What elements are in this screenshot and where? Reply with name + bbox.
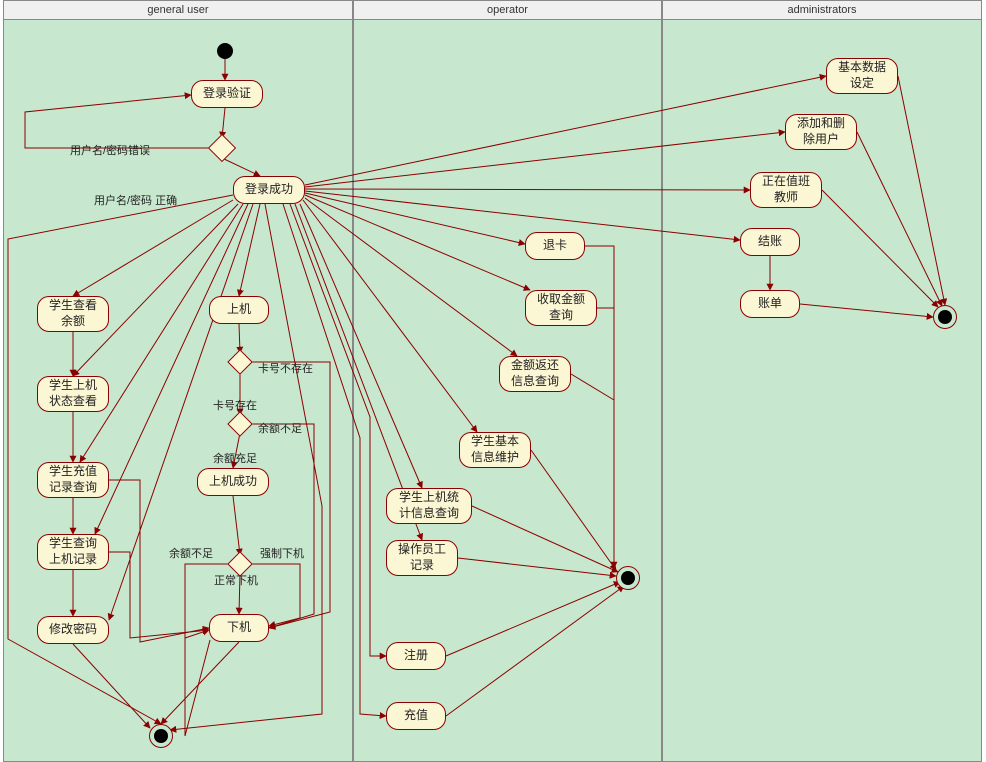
- activity-node: 基本数据设定: [826, 58, 898, 94]
- activity-node: 学生上机状态查看: [37, 376, 109, 412]
- activity-diagram: http://blog.csdn.net/ general useroperat…: [0, 0, 986, 762]
- final-node: [616, 566, 640, 590]
- edge-label: 卡号存在: [213, 397, 257, 413]
- activity-node: 正在值班教师: [750, 172, 822, 208]
- lane-header-lane2: operator: [353, 0, 662, 20]
- activity-node: 注册: [386, 642, 446, 670]
- edge-label: 卡号不存在: [258, 360, 313, 376]
- final-node: [149, 724, 173, 748]
- activity-node: 账单: [740, 290, 800, 318]
- lane-header-lane1: general user: [3, 0, 353, 20]
- activity-node: 学生查看余额: [37, 296, 109, 332]
- lane-header-lane3: administrators: [662, 0, 982, 20]
- edge-label: 用户名/密码 正确: [94, 192, 177, 208]
- edge-label: 用户名/密码错误: [70, 142, 150, 158]
- edge-label: 余额充足: [213, 450, 257, 466]
- activity-node: 上机: [209, 296, 269, 324]
- activity-node: 学生充值记录查询: [37, 462, 109, 498]
- activity-node: 结账: [740, 228, 800, 256]
- activity-node: 退卡: [525, 232, 585, 260]
- activity-node: 学生查询上机记录: [37, 534, 109, 570]
- edge-label: 强制下机: [260, 545, 304, 561]
- edge-label: 余额不足: [258, 420, 302, 436]
- activity-node: 收取金额查询: [525, 290, 597, 326]
- activity-node: 学生上机统计信息查询: [386, 488, 472, 524]
- activity-node: 修改密码: [37, 616, 109, 644]
- activity-node: 金额返还信息查询: [499, 356, 571, 392]
- activity-node: 登录验证: [191, 80, 263, 108]
- activity-node: 充值: [386, 702, 446, 730]
- activity-node: 添加和删除用户: [785, 114, 857, 150]
- activity-node: 操作员工记录: [386, 540, 458, 576]
- final-node: [933, 305, 957, 329]
- activity-node: 下机: [209, 614, 269, 642]
- initial-node: [217, 43, 233, 59]
- activity-node: 上机成功: [197, 468, 269, 496]
- edge-label: 正常下机: [214, 572, 258, 588]
- activity-node: 登录成功: [233, 176, 305, 204]
- edge-label: 余额不足: [169, 545, 213, 561]
- activity-node: 学生基本信息维护: [459, 432, 531, 468]
